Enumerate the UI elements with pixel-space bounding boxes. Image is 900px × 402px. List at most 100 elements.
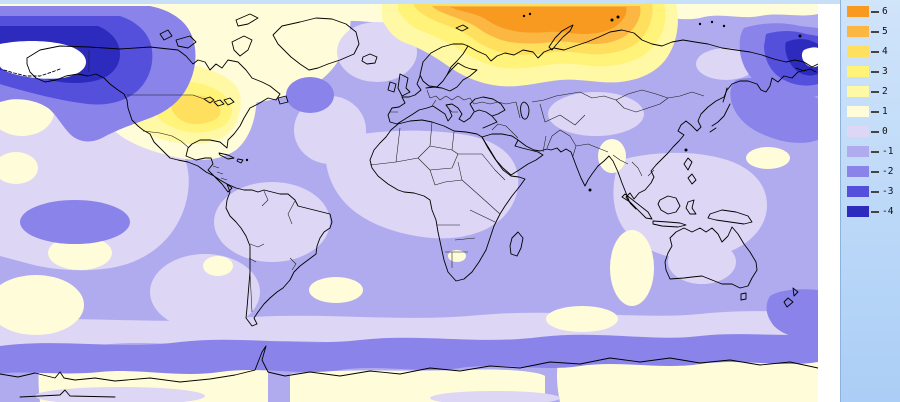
legend-color-swatch xyxy=(847,186,869,197)
anomaly-blob xyxy=(0,152,38,184)
coastline-borneo xyxy=(657,195,681,215)
borders-south-america xyxy=(248,190,297,313)
legend-value-label: 4 xyxy=(882,46,888,57)
coastline-iceland xyxy=(361,53,378,65)
world-map-svg xyxy=(0,4,818,402)
legend-value-label: 3 xyxy=(882,66,888,77)
legend-value-label: 5 xyxy=(882,26,888,37)
tasman-cold-tongue xyxy=(766,289,818,338)
anomaly-blob xyxy=(0,275,84,335)
legend-entry: 4 xyxy=(841,46,900,57)
legend-color-swatch xyxy=(847,166,869,177)
legend-tick-icon xyxy=(871,91,879,93)
coastline-greenland xyxy=(272,17,360,71)
anomaly-blob xyxy=(309,277,363,303)
anomaly-blob xyxy=(214,182,330,262)
coastline-asia-north xyxy=(467,29,818,68)
legend-value-label: -4 xyxy=(882,206,894,217)
anomaly-blob xyxy=(610,230,654,306)
anomaly-blob xyxy=(448,250,466,262)
anomaly-blob xyxy=(203,256,233,276)
anomaly-blob xyxy=(286,77,334,113)
legend-color-swatch xyxy=(847,86,869,97)
legend-color-swatch xyxy=(847,26,869,37)
legend-color-swatch xyxy=(847,126,869,137)
anomaly-blob xyxy=(35,387,205,402)
coastline-australia xyxy=(664,226,758,289)
nw-offscale-core xyxy=(0,41,86,79)
anomaly-blob xyxy=(548,92,644,136)
aleutian-islands xyxy=(3,68,61,77)
legend-tick-icon xyxy=(871,191,879,193)
coastline-baffin xyxy=(231,35,253,57)
coastline-svalbard xyxy=(455,24,469,32)
chukchi-cold-anomaly xyxy=(764,31,818,86)
coastline-caspian-sea xyxy=(520,101,530,120)
legend-color-swatch xyxy=(847,46,869,57)
borders-central-asia xyxy=(515,101,586,126)
legend-color-swatch xyxy=(847,146,869,157)
anomaly-blob xyxy=(325,130,519,239)
coastline-iran xyxy=(517,139,548,152)
legend-color-swatch xyxy=(847,106,869,117)
legend-entry: 2 xyxy=(841,86,900,97)
coastline-ireland xyxy=(387,81,397,93)
alaska-cold-anomaly xyxy=(0,16,153,105)
borders-mongolia xyxy=(615,89,705,113)
island-dots xyxy=(245,12,802,192)
legend-color-swatch xyxy=(847,66,869,77)
coastline-victoria-island xyxy=(175,35,197,49)
coastline-cuba xyxy=(218,152,235,160)
anomaly-blob xyxy=(430,391,560,402)
border-us-canada xyxy=(127,94,205,100)
anomaly-blob xyxy=(613,152,768,260)
legend-tick-icon xyxy=(871,171,879,173)
anomaly-blob xyxy=(48,236,112,270)
legend-value-label: 0 xyxy=(882,126,888,137)
arctic-core-6 xyxy=(450,7,627,34)
borders-middle-east xyxy=(491,123,547,153)
legend-entry: -3 xyxy=(841,186,900,197)
coastline-arabia xyxy=(481,133,544,176)
coastline-novaya-zemlya xyxy=(548,24,574,51)
coastline-new-guinea xyxy=(707,209,753,225)
anomaly-blob xyxy=(598,139,626,173)
temperature-anomaly-map xyxy=(0,4,818,402)
legend-color-swatch xyxy=(847,6,869,17)
coastline-baltic xyxy=(425,62,478,92)
coastline-uk xyxy=(397,73,411,97)
nw-pacific-band xyxy=(730,77,818,143)
colorbar-panel: 6 5 4 3 2 1 0 -1 xyxy=(840,0,900,402)
coastline-newfoundland xyxy=(277,95,289,105)
anomaly-blob xyxy=(746,147,790,169)
legend-entry: 1 xyxy=(841,106,900,117)
borders-europe xyxy=(390,89,475,113)
coastline-hispaniola xyxy=(236,158,244,164)
borders-south-asia xyxy=(546,129,655,177)
top-strip xyxy=(0,0,840,4)
coastline-north-america xyxy=(26,45,281,193)
coastline-madagascar xyxy=(509,231,524,257)
coastline-banks-island xyxy=(159,29,173,41)
legend-entry: -1 xyxy=(841,146,900,157)
anomaly-blob xyxy=(20,200,130,244)
ne-offscale-core xyxy=(801,47,818,68)
legend-entry: -2 xyxy=(841,166,900,177)
coastline-asia-east xyxy=(546,69,807,210)
legend-tick-icon xyxy=(871,31,879,33)
coastline-sumatra xyxy=(621,193,653,220)
border-us-mexico xyxy=(142,130,190,149)
coastline-scandinavia xyxy=(419,43,469,88)
legend-value-label: 6 xyxy=(882,6,888,17)
anomaly-blob xyxy=(668,240,736,284)
coastline-africa xyxy=(369,119,526,282)
coastline-europe-atlantic xyxy=(387,75,498,129)
coastline-sakhalin xyxy=(722,87,728,103)
coastline-tasmania xyxy=(740,292,747,301)
legend-entry: -4 xyxy=(841,206,900,217)
country-borders-layer xyxy=(88,50,705,313)
borders-africa xyxy=(369,121,506,268)
coastline-chukotka xyxy=(795,67,817,73)
southern-ocean-band xyxy=(0,333,818,374)
